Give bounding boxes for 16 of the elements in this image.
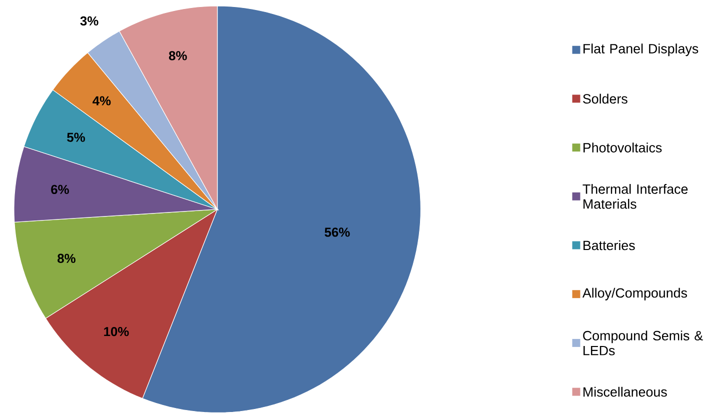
legend-label: Photovoltaics bbox=[584, 142, 662, 153]
legend-label: Solders bbox=[583, 94, 628, 104]
legend-label: Flat Panel Displays bbox=[584, 44, 698, 56]
data-label: 4% bbox=[92, 96, 111, 106]
data-label: 8% bbox=[58, 254, 76, 264]
legend-label: Compound Semis & LEDs bbox=[583, 330, 703, 356]
legend-label: Alloy/Compounds bbox=[582, 288, 687, 300]
data-label: 5% bbox=[67, 132, 85, 142]
data-label: 3% bbox=[80, 16, 98, 26]
legend-label: Miscellaneous bbox=[584, 387, 667, 397]
legend-label: Thermal Interface Materials bbox=[582, 184, 688, 209]
data-label: 8% bbox=[168, 51, 187, 60]
data-label: 6% bbox=[51, 185, 69, 194]
data-label: 56% bbox=[324, 228, 350, 237]
data-label: 10% bbox=[104, 327, 129, 336]
legend-label: Batteries bbox=[584, 240, 635, 250]
